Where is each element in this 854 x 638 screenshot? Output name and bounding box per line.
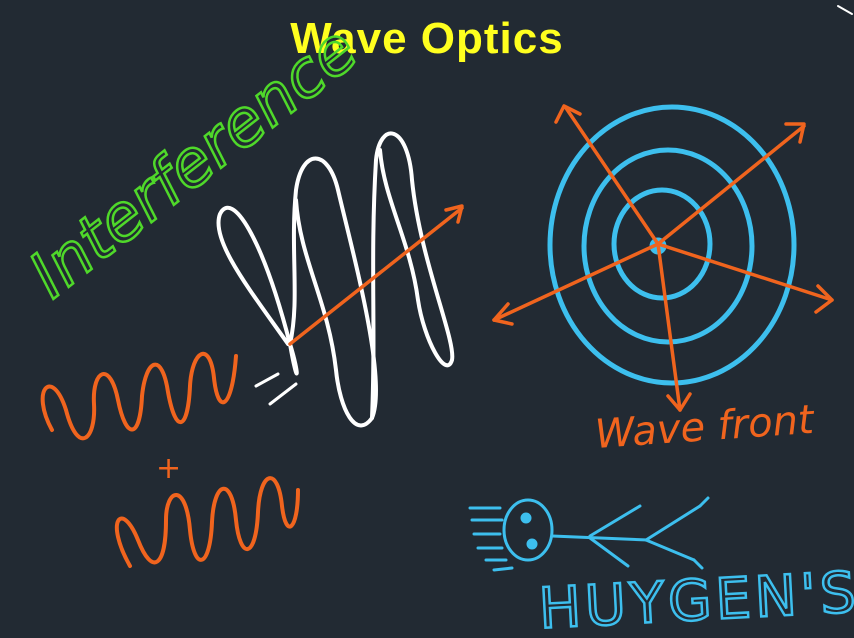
motion-marks <box>254 372 298 406</box>
wavefront-circles <box>547 104 797 386</box>
interference-fringes <box>216 131 455 428</box>
huygens-label: HUYGEN'S <box>537 560 854 638</box>
wavefront-label: Wave front <box>593 397 816 458</box>
page-title: Wave Optics <box>290 14 564 63</box>
wave-1 <box>40 352 238 441</box>
interference-label: Interference <box>16 12 371 312</box>
wavefront-rays <box>492 104 834 412</box>
wave-2 <box>114 476 300 568</box>
interference-arrow <box>288 204 464 346</box>
corner-mark <box>837 5 853 15</box>
plus-sign: + <box>156 451 181 486</box>
huygens-figure <box>468 496 710 572</box>
